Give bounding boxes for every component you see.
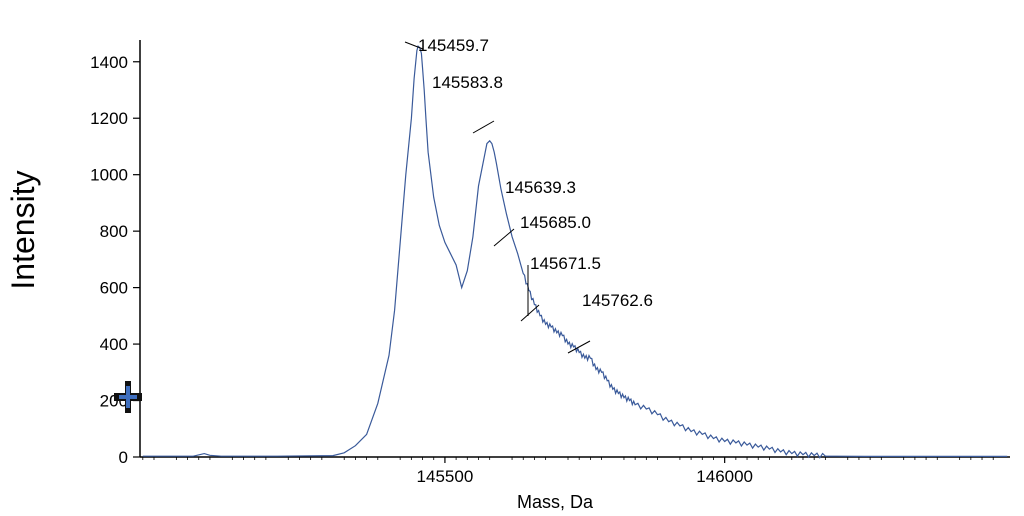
y-axis-title: Intensity <box>5 170 41 289</box>
move-cursor-icon[interactable] <box>114 381 142 413</box>
peak-annotation-group: 145459.7 145583.8 145639.3 145685.0 145671.5… <box>404 36 653 354</box>
y-tick-label: 600 <box>100 279 128 298</box>
peak-label: 145685.0 <box>520 213 591 232</box>
peak-label: 145639.3 <box>505 178 576 197</box>
y-tick-label: 400 <box>100 335 128 354</box>
spectrum-line <box>142 45 1008 459</box>
peak-leader-line <box>472 120 495 134</box>
peak-leader-line <box>404 41 424 50</box>
y-tick-label: 1400 <box>90 53 128 72</box>
peak-leader-line <box>520 304 540 322</box>
peak-label: 145459.7 <box>418 36 489 55</box>
peak-leader-line <box>493 228 515 247</box>
y-tick-label: 0 <box>119 448 128 467</box>
peak-label: 145583.8 <box>432 73 503 92</box>
peak-label: 145671.5 <box>530 254 601 273</box>
x-tick-group: 145500 146000 <box>417 457 753 486</box>
y-tick-label: 1200 <box>90 109 128 128</box>
x-tick-label: 145500 <box>417 467 474 486</box>
peak-leader-line <box>567 340 591 354</box>
y-tick-label: 1000 <box>90 166 128 185</box>
x-axis-title: Mass, Da <box>517 492 594 512</box>
x-minor-tick-group <box>142 457 994 460</box>
y-tick-label: 800 <box>100 222 128 241</box>
x-tick-label: 146000 <box>696 467 753 486</box>
peak-label: 145762.6 <box>582 291 653 310</box>
